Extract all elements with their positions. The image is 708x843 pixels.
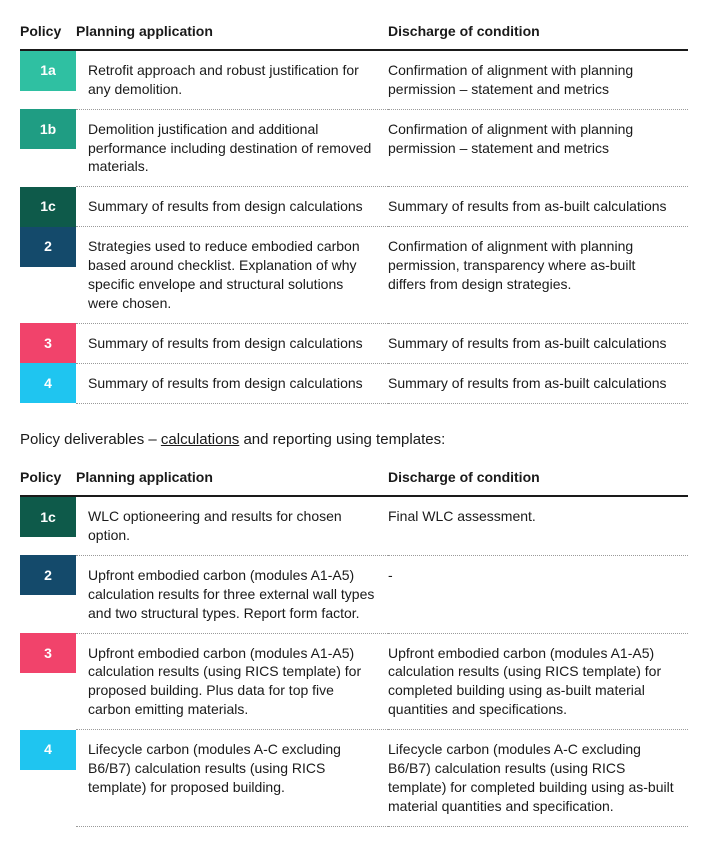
discharge-condition-cell: Final WLC assessment. xyxy=(388,496,688,555)
policy-badge: 2 xyxy=(20,227,76,267)
header-discharge: Discharge of condition xyxy=(388,16,688,50)
tables-caption: Policy deliverables – calculations and r… xyxy=(20,430,688,450)
planning-application-cell: Retrofit approach and robust justificati… xyxy=(76,50,388,109)
caption-underlined: calculations xyxy=(161,431,239,448)
policy-badge-cell: 1c xyxy=(20,496,76,555)
policy-badge: 1a xyxy=(20,51,76,91)
planning-application-cell: WLC optioneering and results for chosen … xyxy=(76,496,388,555)
table-row: 4Lifecycle carbon (modules A-C excluding… xyxy=(20,730,688,827)
header-discharge: Discharge of condition xyxy=(388,462,688,496)
table-row: 1bDemolition justification and additiona… xyxy=(20,109,688,187)
policy-badge: 3 xyxy=(20,633,76,673)
header-policy: Policy xyxy=(20,462,76,496)
policy-badge: 1c xyxy=(20,187,76,227)
table-row: 2Strategies used to reduce embodied carb… xyxy=(20,227,688,324)
header-planning: Planning application xyxy=(76,16,388,50)
discharge-condition-cell: Summary of results from as-built calcula… xyxy=(388,187,688,227)
table-row: 1cWLC optioneering and results for chose… xyxy=(20,496,688,555)
planning-application-cell: Lifecycle carbon (modules A-C excluding … xyxy=(76,730,388,827)
policy-table-1: Policy Planning application Discharge of… xyxy=(20,16,688,404)
discharge-condition-cell: Summary of results from as-built calcula… xyxy=(388,363,688,403)
discharge-condition-cell: - xyxy=(388,555,688,633)
planning-application-cell: Upfront embodied carbon (modules A1-A5) … xyxy=(76,555,388,633)
table-row: 2Upfront embodied carbon (modules A1-A5)… xyxy=(20,555,688,633)
planning-application-cell: Upfront embodied carbon (modules A1-A5) … xyxy=(76,633,388,730)
policy-badge-cell: 2 xyxy=(20,227,76,324)
planning-application-cell: Summary of results from design calculati… xyxy=(76,363,388,403)
policy-badge: 4 xyxy=(20,730,76,770)
table-row: 3Summary of results from design calculat… xyxy=(20,323,688,363)
planning-application-cell: Demolition justification and additional … xyxy=(76,109,388,187)
policy-badge-cell: 1b xyxy=(20,109,76,187)
discharge-condition-cell: Confirmation of alignment with planning … xyxy=(388,50,688,109)
discharge-condition-cell: Confirmation of alignment with planning … xyxy=(388,109,688,187)
planning-application-cell: Summary of results from design calculati… xyxy=(76,187,388,227)
policy-badge: 4 xyxy=(20,363,76,403)
planning-application-cell: Summary of results from design calculati… xyxy=(76,323,388,363)
table-header-row: Policy Planning application Discharge of… xyxy=(20,16,688,50)
table-row: 3Upfront embodied carbon (modules A1-A5)… xyxy=(20,633,688,730)
policy-badge-cell: 4 xyxy=(20,730,76,827)
policy-badge-cell: 1c xyxy=(20,187,76,227)
table-row: 4Summary of results from design calculat… xyxy=(20,363,688,403)
policy-badge: 1c xyxy=(20,497,76,537)
policy-badge: 3 xyxy=(20,323,76,363)
table-row: 1cSummary of results from design calcula… xyxy=(20,187,688,227)
planning-application-cell: Strategies used to reduce embodied carbo… xyxy=(76,227,388,324)
table-header-row: Policy Planning application Discharge of… xyxy=(20,462,688,496)
discharge-condition-cell: Summary of results from as-built calcula… xyxy=(388,323,688,363)
table-row: 1aRetrofit approach and robust justifica… xyxy=(20,50,688,109)
policy-table-2: Policy Planning application Discharge of… xyxy=(20,462,688,826)
discharge-condition-cell: Upfront embodied carbon (modules A1-A5) … xyxy=(388,633,688,730)
header-policy: Policy xyxy=(20,16,76,50)
header-planning: Planning application xyxy=(76,462,388,496)
caption-suffix: and reporting using templates: xyxy=(239,431,445,448)
policy-badge-cell: 1a xyxy=(20,50,76,109)
policy-badge: 2 xyxy=(20,555,76,595)
caption-prefix: Policy deliverables – xyxy=(20,431,161,448)
discharge-condition-cell: Confirmation of alignment with planning … xyxy=(388,227,688,324)
discharge-condition-cell: Lifecycle carbon (modules A-C excluding … xyxy=(388,730,688,827)
policy-badge-cell: 4 xyxy=(20,363,76,403)
policy-badge: 1b xyxy=(20,109,76,149)
policy-badge-cell: 2 xyxy=(20,555,76,633)
policy-badge-cell: 3 xyxy=(20,633,76,730)
policy-badge-cell: 3 xyxy=(20,323,76,363)
